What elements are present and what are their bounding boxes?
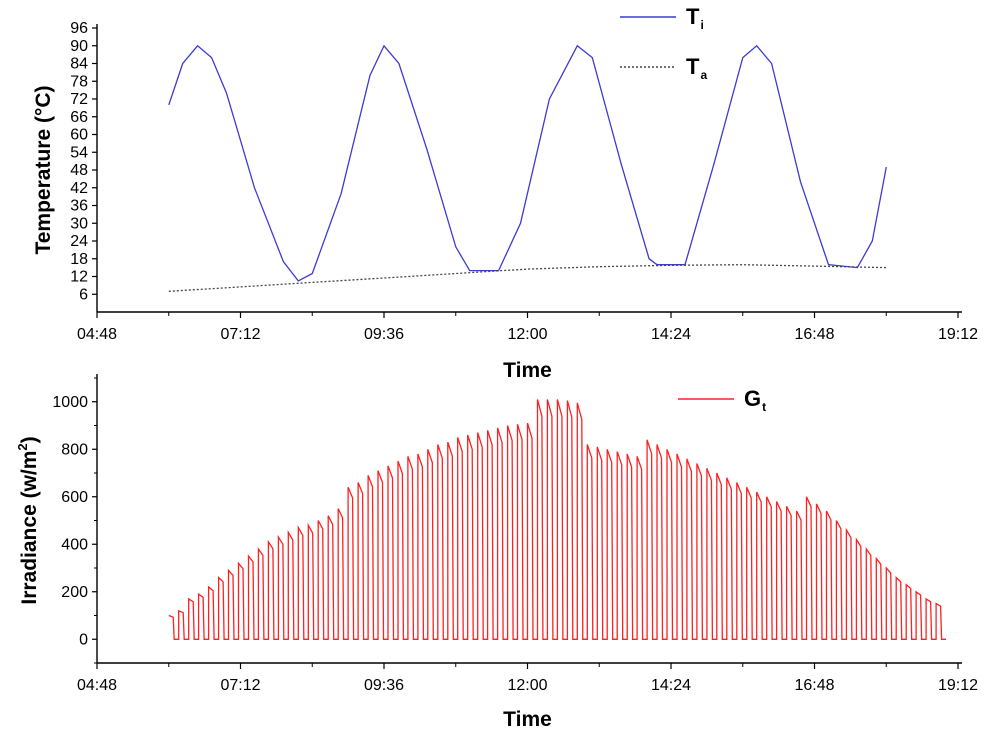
- y-tick-label: 30: [70, 215, 88, 232]
- ylabel-close: ): [18, 436, 41, 443]
- y-tick-label: 66: [70, 109, 88, 126]
- x-tick-label: 14:24: [651, 677, 691, 694]
- series-line-gt: [168, 399, 946, 640]
- x-tick-label: 09:36: [364, 326, 404, 343]
- y-tick-label: 78: [70, 73, 88, 90]
- legend: Ti Ta: [620, 4, 707, 82]
- legend: Gt: [678, 386, 766, 414]
- y-tick-label: 54: [70, 144, 88, 161]
- y-tick-label: 1000: [52, 394, 88, 411]
- x-axis-label: Time: [503, 359, 552, 382]
- x-tick-label: 16:48: [794, 326, 834, 343]
- y-axis-label: Temperature (°C): [32, 85, 55, 254]
- legend-sub: a: [700, 68, 707, 82]
- y-tick-label: 18: [70, 251, 88, 268]
- y-tick-label: 12: [70, 269, 88, 286]
- x-tick-label: 12:00: [507, 326, 547, 343]
- temperature-chart: 04:48 07:12 09:36 12:00 14:24 16:48 19:12 6121…: [32, 4, 978, 382]
- irradiance-chart: 04:48 07:12 09:36 12:00 14:24 16:48 19:12 0 200…: [15, 374, 978, 731]
- y-tick-label: 600: [61, 489, 88, 506]
- x-tick-label: 19:12: [938, 326, 978, 343]
- legend-main: T: [686, 4, 700, 29]
- y-tick-label: 800: [61, 441, 88, 458]
- x-tick-labels: 04:48 07:12 09:36 12:00 14:24 16:48 19:12: [77, 326, 978, 343]
- y-tick-label: 6: [79, 286, 88, 303]
- ylabel-main: Irradiance (w/m: [18, 451, 41, 605]
- legend-main: G: [744, 386, 761, 411]
- legend-main: T: [686, 54, 700, 79]
- x-tick-labels: 04:48 07:12 09:36 12:00 14:24 16:48 19:12: [77, 677, 978, 694]
- series-line-ti: [168, 44, 887, 282]
- y-tick-label: 72: [70, 91, 88, 108]
- axis-ticks: [92, 374, 962, 669]
- axis-ticks: [92, 24, 962, 318]
- legend-label-gt: Gt: [744, 386, 766, 414]
- y-tick-label: 200: [61, 584, 88, 601]
- x-axis-label: Time: [503, 708, 552, 731]
- x-tick-label: 19:12: [938, 677, 978, 694]
- series-lines: [168, 399, 946, 640]
- y-tick-label: 48: [70, 162, 88, 179]
- y-tick-label: 60: [70, 127, 88, 144]
- y-tick-label: 400: [61, 536, 88, 553]
- y-axis-label: Irradiance (w/m2): [15, 436, 41, 604]
- x-tick-label: 07:12: [220, 677, 260, 694]
- legend-sub: t: [762, 400, 766, 414]
- y-tick-label: 24: [70, 233, 88, 250]
- legend-label-ta: Ta: [686, 54, 707, 82]
- legend-label-ti: Ti: [686, 4, 704, 32]
- y-tick-label: 96: [70, 20, 88, 37]
- legend-sub: i: [700, 18, 703, 32]
- x-tick-label: 04:48: [77, 326, 117, 343]
- x-tick-label: 04:48: [77, 677, 117, 694]
- x-tick-label: 14:24: [651, 326, 691, 343]
- y-tick-label: 36: [70, 198, 88, 215]
- plot-area-frame: [97, 28, 958, 312]
- y-tick-label: 0: [79, 631, 88, 648]
- y-tick-label: 90: [70, 38, 88, 55]
- series-line-ta: [168, 264, 887, 292]
- y-tick-label: 42: [70, 180, 88, 197]
- x-tick-label: 12:00: [507, 677, 547, 694]
- y-tick-label: 84: [70, 56, 88, 73]
- x-tick-label: 09:36: [364, 677, 404, 694]
- ylabel-sup: 2: [15, 443, 30, 450]
- x-tick-label: 16:48: [794, 677, 834, 694]
- x-tick-label: 07:12: [220, 326, 260, 343]
- y-tick-labels: 0 200 400 600 800 1000: [52, 394, 88, 649]
- series-lines: [168, 44, 887, 292]
